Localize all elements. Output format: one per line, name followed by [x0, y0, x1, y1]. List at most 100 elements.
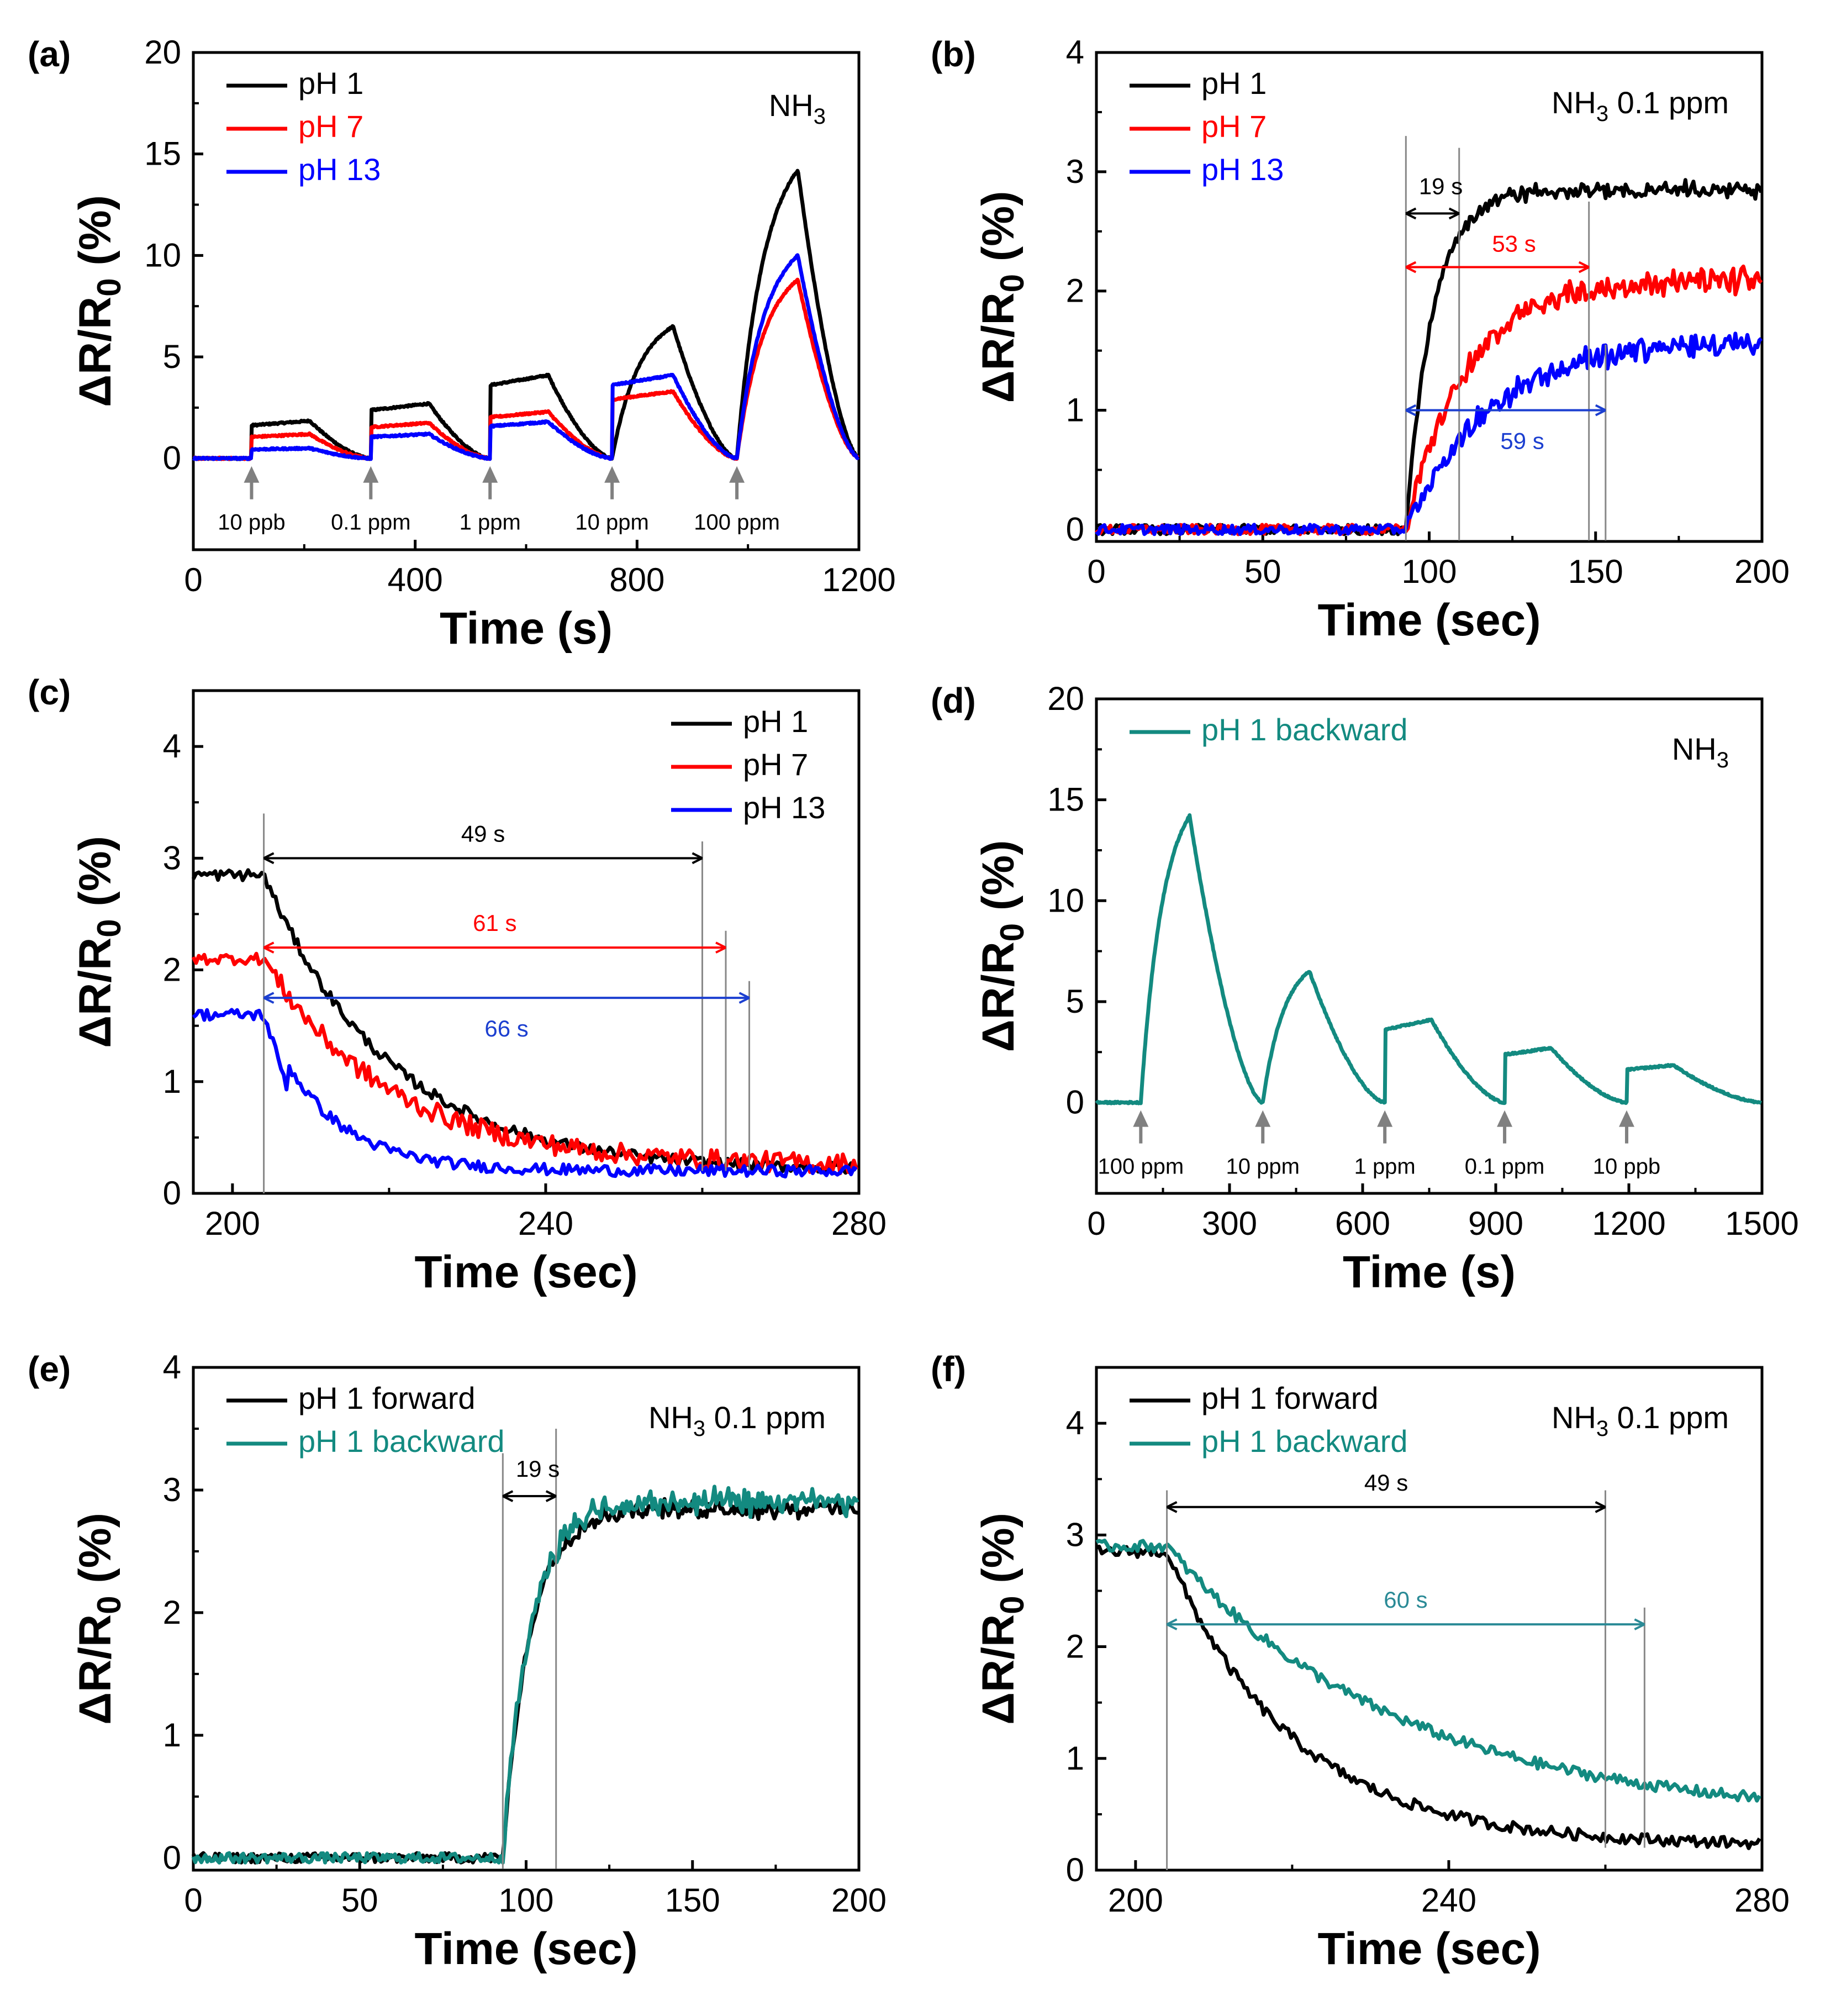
series-line-ph-7 — [191, 951, 859, 1176]
legend: pH 1 pH 7 pH 13 — [226, 66, 381, 187]
x-tick-label: 280 — [831, 1205, 887, 1242]
series-line-ph-7 — [192, 277, 860, 461]
legend-label: pH 1 — [298, 66, 363, 101]
y-tick-label: 1 — [1066, 1740, 1084, 1777]
legend-label: pH 13 — [743, 790, 825, 825]
guide-lines: 19 s 53 s 59 s — [1405, 136, 1607, 541]
exposure-label: 100 ppm — [1098, 1155, 1184, 1179]
x-tick-label: 100 — [498, 1882, 553, 1919]
up-arrow-icon — [1618, 1110, 1634, 1127]
interval-arrow-left-head — [1405, 404, 1417, 417]
panel-label: (b) — [931, 34, 976, 74]
series-group — [1095, 813, 1763, 1106]
series-group — [191, 868, 859, 1179]
exposure-marker: 10 ppm — [1226, 1110, 1300, 1179]
y-tick-label: 4 — [1066, 34, 1084, 71]
legend: pH 1 pH 7 pH 13 — [671, 704, 825, 825]
legend-label: pH 1 — [1201, 66, 1267, 101]
panel-a: (a) 0 400 800 1200 0 5 10 15 20 Time (s) ΔR/R0 (%) 1… — [28, 34, 896, 654]
interval-arrow-right-head — [1448, 207, 1460, 220]
plot-frame — [192, 1366, 861, 1872]
x-tick-label: 240 — [1421, 1882, 1476, 1919]
y-tick-label: 5 — [1066, 983, 1084, 1020]
y-tick-label: 0 — [163, 1175, 181, 1212]
x-tick-label: 280 — [1734, 1882, 1790, 1919]
x-axis-title: Time (sec) — [414, 1924, 637, 1974]
legend-label: pH 1 backward — [1201, 1424, 1408, 1459]
guide-lines: 19 s — [502, 1428, 560, 1869]
interval-label: 60 s — [1384, 1587, 1427, 1613]
exposure-label: 0.1 ppm — [1465, 1155, 1545, 1179]
exposure-label: 10 ppb — [218, 510, 285, 535]
interval-arrow-left-head — [263, 992, 275, 1004]
series-line-ph-1-backward — [1095, 813, 1763, 1106]
interval-arrow-right-head — [1595, 1501, 1606, 1513]
plot-frame — [1095, 1366, 1764, 1872]
y-tick-label: 1 — [1066, 392, 1084, 429]
legend-label: pH 1 forward — [298, 1381, 476, 1415]
y-tick-label: 2 — [163, 1594, 181, 1631]
gas-label: NH3 — [1672, 731, 1729, 772]
series-line-ph-1-forward — [1095, 1544, 1761, 1850]
y-tick-label: 3 — [163, 1471, 181, 1508]
y-tick-label: 20 — [144, 34, 181, 71]
x-tick-label: 1200 — [822, 561, 895, 598]
exposure-label: 10 ppb — [1593, 1155, 1660, 1179]
y-tick-label: 1 — [163, 1717, 181, 1754]
interval-label: 49 s — [1364, 1470, 1408, 1496]
interval-label: 61 s — [473, 910, 516, 936]
series-line-ph-1-backward — [1095, 1539, 1761, 1803]
series-line-ph-1-forward — [191, 1497, 859, 1865]
x-tick-label: 200 — [1734, 553, 1790, 590]
interval-arrow-left-head — [263, 852, 275, 865]
interval-arrow-right-head — [738, 992, 750, 1004]
plot-frame — [192, 689, 861, 1195]
legend-label: pH 7 — [298, 109, 363, 144]
y-tick-label: 10 — [144, 236, 181, 273]
x-tick-label: 1500 — [1725, 1205, 1798, 1242]
exposure-marker: 1 ppm — [460, 466, 521, 535]
series-line-ph-1 — [1096, 178, 1764, 536]
x-tick-label: 400 — [388, 561, 443, 598]
x-tick-label: 0 — [1087, 1205, 1105, 1242]
legend: pH 1 pH 7 pH 13 — [1130, 66, 1284, 187]
legend-label: pH 7 — [1201, 109, 1267, 144]
legend: pH 1 backward — [1130, 712, 1408, 747]
x-tick-label: 800 — [609, 561, 664, 598]
interval-arrow-left-head — [1166, 1501, 1178, 1513]
interval-label: 19 s — [1419, 173, 1463, 199]
x-axis-title: Time (sec) — [1317, 1924, 1540, 1974]
legend-label: pH 7 — [743, 747, 808, 782]
exposure-label: 100 ppm — [694, 510, 780, 535]
interval-arrow-right-head — [715, 941, 726, 954]
interval-arrow-right-head — [1634, 1618, 1645, 1630]
interval-arrow-left-head — [1405, 207, 1417, 220]
x-axis-title: Time (sec) — [414, 1247, 637, 1297]
exposure-marker: 10 ppb — [218, 466, 286, 535]
y-axis-title: ΔR/R0 (%) — [973, 840, 1031, 1052]
series-line-ph-7 — [1095, 264, 1763, 536]
gas-label: NH3 0.1 ppm — [1552, 1400, 1729, 1441]
legend-label: pH 1 backward — [1201, 712, 1408, 747]
x-tick-label: 50 — [1244, 553, 1281, 590]
x-axis-title: Time (s) — [440, 603, 613, 654]
x-tick-label: 600 — [1335, 1205, 1390, 1242]
y-tick-label: 20 — [1047, 680, 1084, 717]
plot-frame — [1095, 697, 1764, 1195]
up-arrow-icon — [1377, 1110, 1393, 1127]
series-line-ph-13 — [192, 253, 860, 461]
panel-label: (d) — [931, 681, 976, 720]
gas-label: NH3 0.1 ppm — [648, 1400, 826, 1441]
interval-arrow-left-head — [502, 1490, 514, 1502]
exposure-label: 1 ppm — [460, 510, 521, 535]
y-tick-label: 10 — [1047, 882, 1084, 919]
up-arrow-icon — [482, 466, 498, 483]
x-tick-label: 0 — [1087, 553, 1105, 590]
exposure-marker: 0.1 ppm — [331, 466, 411, 535]
y-tick-label: 4 — [163, 728, 181, 765]
y-axis-title: ΔR/R0 (%) — [973, 191, 1031, 403]
up-arrow-icon — [244, 466, 260, 483]
x-tick-label: 200 — [1108, 1882, 1163, 1919]
